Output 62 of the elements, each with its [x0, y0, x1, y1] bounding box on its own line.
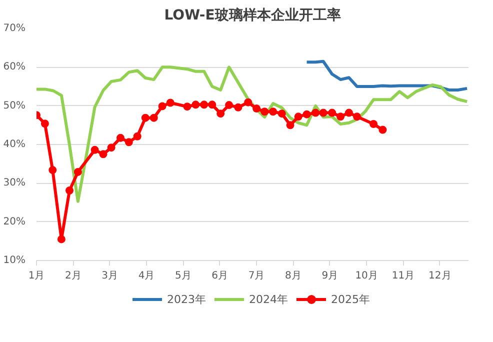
x-tick-label: 3月: [102, 270, 118, 282]
point: [378, 126, 387, 134]
x-tick-label: 7月: [248, 270, 265, 282]
point: [183, 102, 192, 111]
point: [278, 110, 286, 118]
point: [150, 114, 158, 122]
point: [328, 108, 336, 117]
point: [40, 120, 49, 128]
y-tick-label: 20%: [3, 216, 26, 228]
point: [336, 112, 345, 121]
x-tick-label: 9月: [322, 270, 338, 282]
point: [344, 108, 353, 117]
x-tick-label: 1月: [28, 270, 45, 282]
point: [260, 108, 269, 116]
y-tick-label: 30%: [3, 178, 26, 189]
point: [216, 110, 225, 118]
point: [286, 121, 294, 130]
point: [234, 103, 242, 112]
legend-label: 2023年: [167, 292, 206, 306]
point: [107, 144, 116, 152]
point: [124, 138, 133, 146]
y-tick-label: 70%: [3, 23, 26, 34]
point: [141, 114, 150, 122]
point: [353, 112, 362, 121]
x-tick-label: 6月: [212, 270, 228, 282]
point: [370, 120, 378, 128]
x-tick-label: 5月: [175, 270, 192, 282]
point: [48, 166, 57, 174]
point: [166, 98, 174, 107]
point: [90, 146, 99, 154]
point: [312, 108, 320, 117]
y-tick-label: 60%: [3, 62, 26, 73]
x-tick-label: 4月: [138, 270, 155, 282]
x-tick-label: 8月: [285, 270, 302, 282]
chart-title: LOW-E玻璃样本企业开工率: [164, 6, 341, 24]
point: [319, 108, 328, 117]
point: [192, 100, 200, 109]
y-tick-label: 50%: [3, 100, 26, 112]
point: [99, 150, 108, 158]
y-tick-label: 10%: [3, 255, 26, 266]
y-tick-label: 40%: [3, 139, 26, 150]
point: [302, 110, 311, 118]
x-tick-label: 11月: [392, 270, 415, 282]
point: [294, 112, 302, 121]
point: [74, 168, 82, 176]
x-tick-label: 2月: [64, 270, 82, 282]
point: [57, 235, 66, 244]
point: [66, 186, 74, 195]
x-tick-label: 10月: [355, 270, 378, 282]
point: [208, 100, 216, 109]
point: [200, 100, 208, 109]
point: [225, 101, 234, 110]
legend-label: 2024年: [249, 292, 288, 306]
point: [252, 104, 261, 113]
point: [158, 102, 166, 110]
point: [116, 134, 124, 142]
point: [133, 132, 142, 140]
point: [244, 98, 252, 106]
legend-label: 2025年: [331, 292, 370, 306]
line-series: [36, 66, 468, 203]
point: [269, 108, 278, 116]
x-tick-label: 12月: [428, 270, 452, 282]
